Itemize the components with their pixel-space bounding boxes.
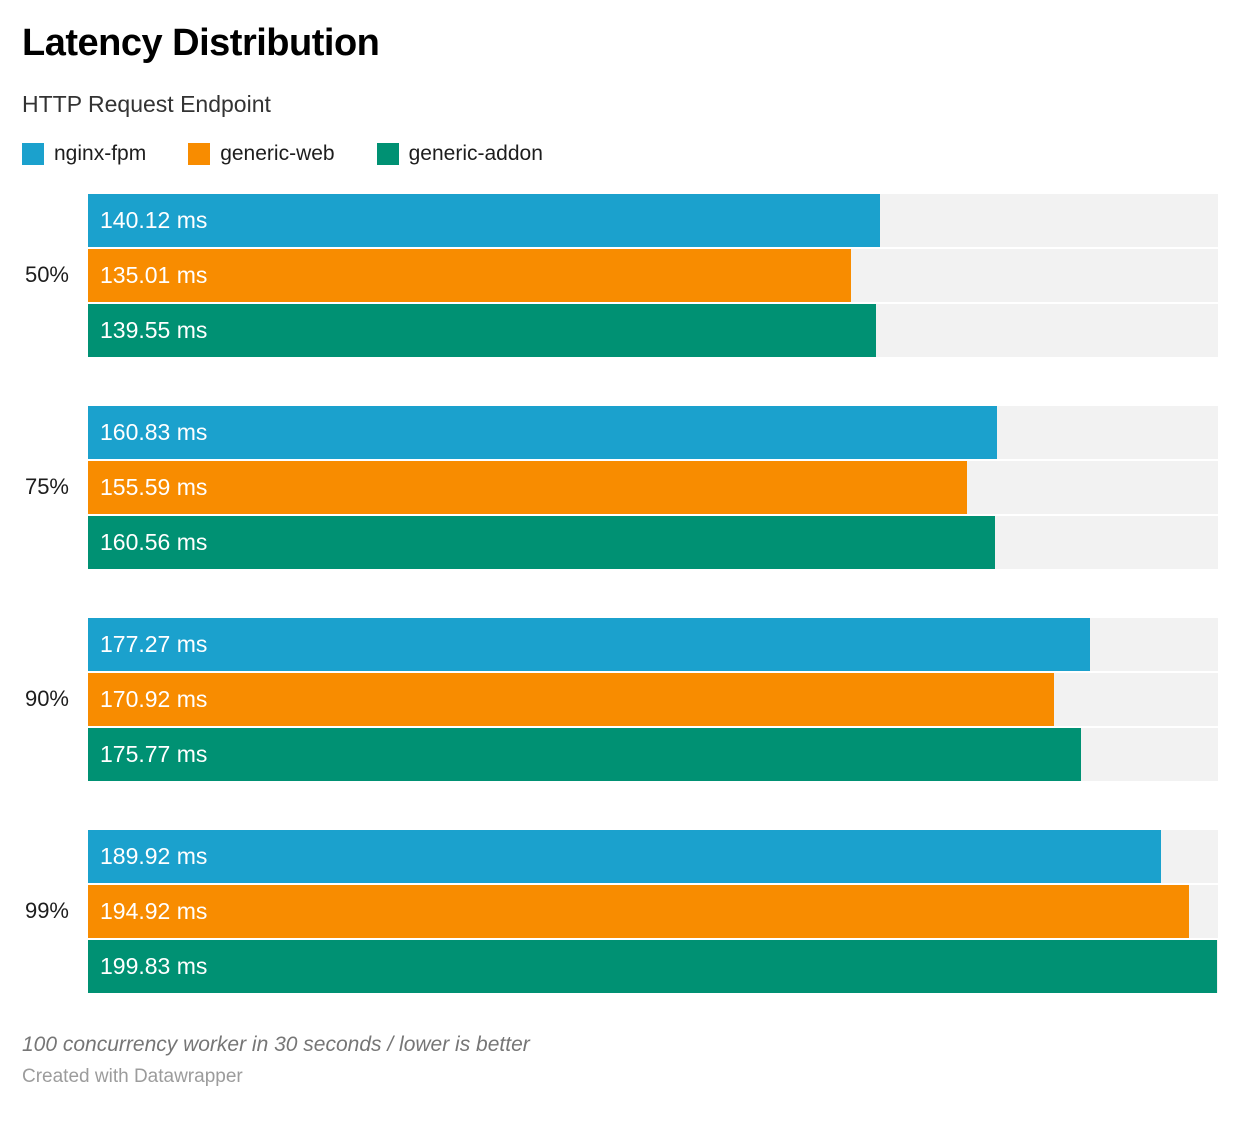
chart-subtitle: HTTP Request Endpoint <box>22 90 271 117</box>
bar-track: 139.55 ms <box>88 303 1218 357</box>
bar-value-label: 199.83 ms <box>100 952 208 979</box>
bar-track: 189.92 ms <box>88 829 1218 883</box>
bar-value-label: 155.59 ms <box>100 473 208 500</box>
bar-group: 99% 189.92 ms 194.92 ms 199.83 ms <box>22 829 1218 993</box>
bar-generic-web: 135.01 ms <box>88 248 851 302</box>
bar-value-label: 194.92 ms <box>100 897 208 924</box>
bar-group: 90% 177.27 ms 170.92 ms 175.77 ms <box>22 617 1218 781</box>
bar-track: 140.12 ms <box>88 193 1218 247</box>
bar-generic-addon: 139.55 ms <box>88 303 877 357</box>
legend-label: generic-addon <box>408 142 543 166</box>
chart-title: Latency Distribution <box>22 22 380 64</box>
bar-track: 135.01 ms <box>88 248 1218 302</box>
bar-track: 177.27 ms <box>88 617 1218 671</box>
bar-value-label: 140.12 ms <box>100 206 208 233</box>
bar-value-label: 135.01 ms <box>100 261 208 288</box>
bar-nginx-fpm: 189.92 ms <box>88 829 1162 883</box>
category-label: 75% <box>24 474 69 500</box>
bar-generic-addon: 160.56 ms <box>88 515 996 569</box>
category-label: 90% <box>24 686 69 712</box>
bar-value-label: 189.92 ms <box>100 842 208 869</box>
bar-track: 155.59 ms <box>88 460 1218 514</box>
bar-rows: 189.92 ms 194.92 ms 199.83 ms <box>88 829 1218 993</box>
bar-track: 199.83 ms <box>88 939 1218 993</box>
bar-nginx-fpm: 160.83 ms <box>88 405 997 459</box>
legend-swatch-icon <box>22 142 44 165</box>
bar-track: 160.56 ms <box>88 515 1218 569</box>
category-label: 99% <box>24 898 69 924</box>
bar-track: 175.77 ms <box>88 727 1218 781</box>
bar-track: 170.92 ms <box>88 672 1218 726</box>
bar-nginx-fpm: 140.12 ms <box>88 193 880 247</box>
legend-label: generic-web <box>220 142 335 166</box>
bar-rows: 140.12 ms 135.01 ms 139.55 ms <box>88 193 1218 357</box>
bar-rows: 160.83 ms 155.59 ms 160.56 ms <box>88 405 1218 569</box>
bar-group: 75% 160.83 ms 155.59 ms 160.56 ms <box>22 405 1218 569</box>
bar-value-label: 160.83 ms <box>100 418 208 445</box>
bar-value-label: 139.55 ms <box>100 316 208 343</box>
bar-value-label: 175.77 ms <box>100 740 208 767</box>
bar-generic-web: 170.92 ms <box>88 672 1054 726</box>
bar-value-label: 177.27 ms <box>100 630 208 657</box>
bar-generic-web: 155.59 ms <box>88 460 968 514</box>
legend-item-nginx-fpm: nginx-fpm <box>22 142 147 166</box>
legend-item-generic-web: generic-web <box>188 142 335 166</box>
legend-swatch-icon <box>376 142 399 165</box>
footnote: 100 concurrency worker in 30 seconds / l… <box>22 1032 530 1056</box>
bar-generic-web: 194.92 ms <box>88 884 1190 938</box>
legend-swatch-icon <box>188 142 211 165</box>
bar-nginx-fpm: 177.27 ms <box>88 617 1090 671</box>
bar-value-label: 160.56 ms <box>100 528 208 555</box>
bar-chart: 50% 140.12 ms 135.01 ms 139.55 ms 75% 160.83 … <box>22 193 1218 993</box>
bar-generic-addon: 175.77 ms <box>88 727 1082 781</box>
bar-generic-addon: 199.83 ms <box>88 939 1218 993</box>
bar-group: 50% 140.12 ms 135.01 ms 139.55 ms <box>22 193 1218 357</box>
legend-item-generic-addon: generic-addon <box>376 142 543 166</box>
legend-label: nginx-fpm <box>54 142 147 166</box>
bar-rows: 177.27 ms 170.92 ms 175.77 ms <box>88 617 1218 781</box>
legend: nginx-fpm generic-web generic-addon <box>22 142 1218 166</box>
attribution: Created with Datawrapper <box>22 1066 243 1088</box>
bar-track: 194.92 ms <box>88 884 1218 938</box>
bar-value-label: 170.92 ms <box>100 685 208 712</box>
category-label: 50% <box>24 262 69 288</box>
bar-track: 160.83 ms <box>88 405 1218 459</box>
